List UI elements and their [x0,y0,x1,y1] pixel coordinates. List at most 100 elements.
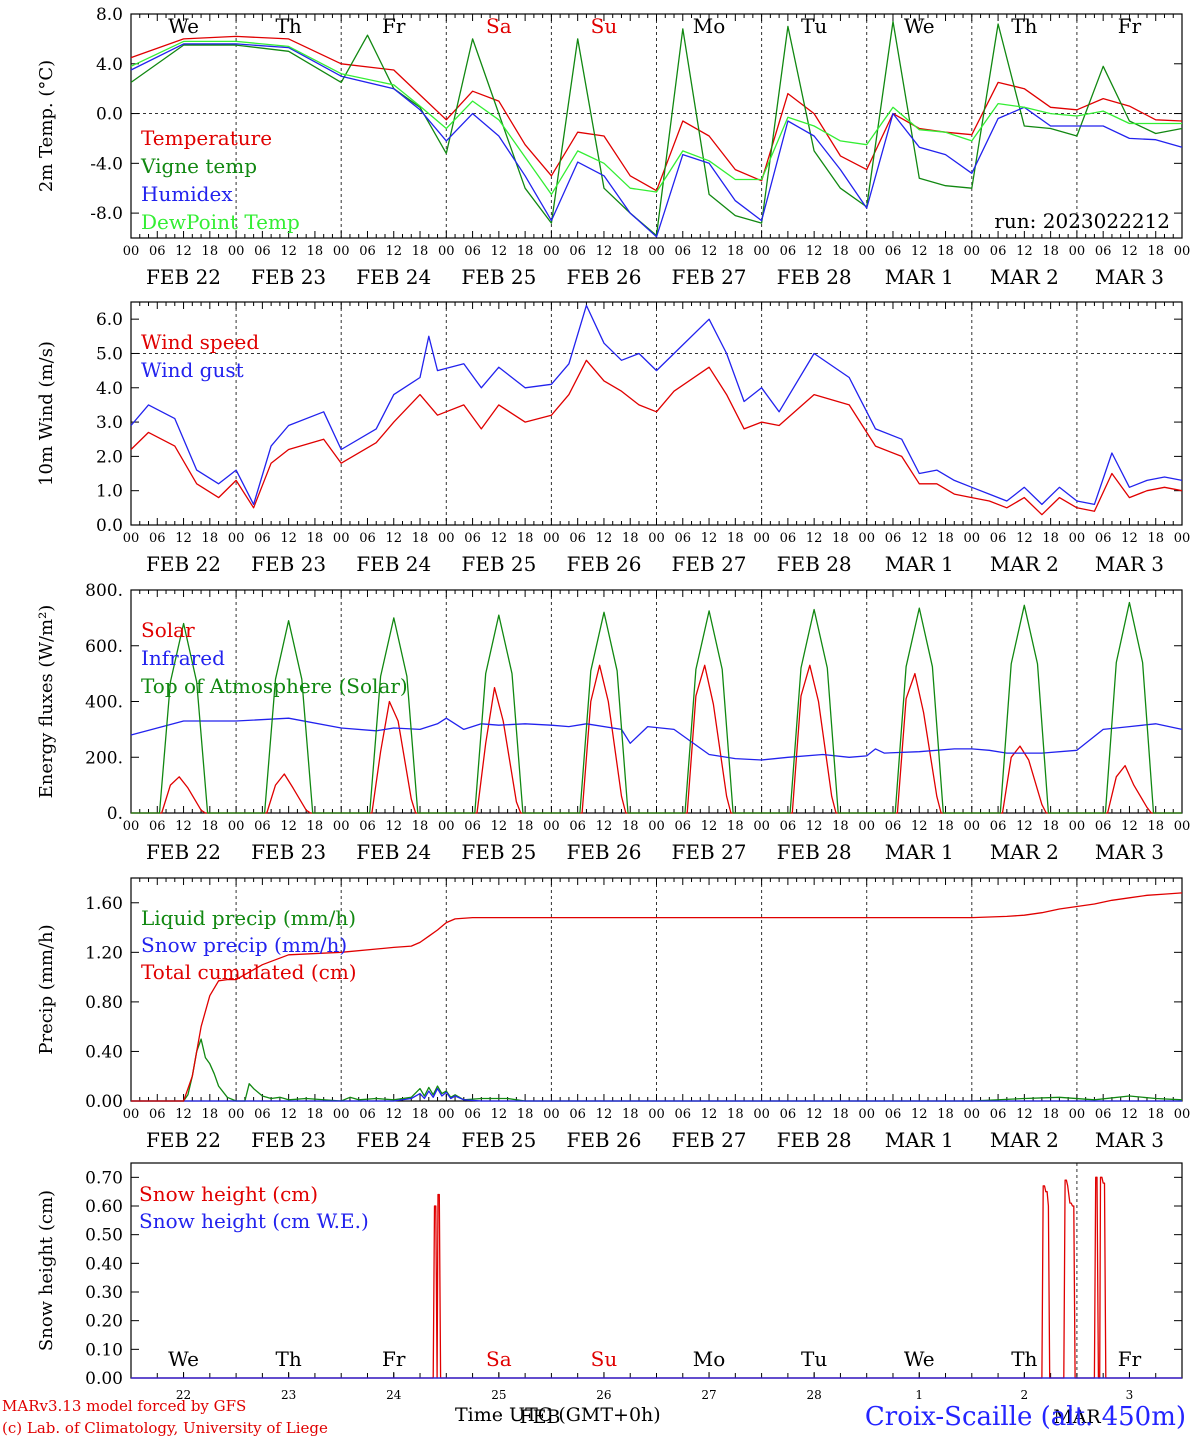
day-number-label: 2 [1021,1388,1029,1402]
y-tick-label: -4.0 [90,154,123,174]
date-label: MAR 1 [885,840,954,864]
lab-credit: (c) Lab. of Climatology, University of L… [2,1419,328,1437]
y-tick-label: 4.0 [96,379,123,399]
date-label: MAR 3 [1095,552,1164,576]
hour-label: 00 [438,819,455,834]
date-label: FEB 22 [146,1128,221,1152]
hour-label: 00 [228,531,245,546]
hour-label: 18 [622,819,639,834]
y-axis-label: 2m Temp. (°C) [36,60,57,192]
y-tick-label: 1.0 [96,482,123,502]
hour-label: 18 [1147,244,1164,259]
chart-panel-1: 8.0 4.0 0.0 -4.0 -8.0 2m Temp. (°C) Temperatur… [36,5,1190,289]
hour-label: 12 [1121,1107,1138,1122]
day-of-week-label: Tu [801,14,827,38]
hour-label: 12 [175,1107,192,1122]
date-label: FEB 24 [356,1128,431,1152]
hour-label: 00 [333,244,350,259]
day-of-week-label: Sa [486,14,512,38]
date-label: FEB 23 [251,552,326,576]
day-of-week-label: Mo [693,1347,726,1371]
y-tick-label: 0.10 [85,1340,123,1360]
hour-label: 00 [228,244,245,259]
hour-label: 12 [491,531,508,546]
date-label: FEB 24 [356,840,431,864]
day-of-week-label: Th [1011,14,1037,38]
hour-label: 18 [412,819,429,834]
legend-entry: Vigne temp [140,154,257,178]
hour-label: 12 [385,244,402,259]
hour-label: 00 [123,1107,140,1122]
y-tick-label: 0.40 [85,1254,123,1274]
chart-panel-5: 0.70 0.60 0.50 0.40 0.30 0.20 0.10 0.00 Snow hei… [36,1162,1183,1428]
y-tick-label: 5.0 [96,344,123,364]
y-tick-label: 0.0 [96,516,123,536]
legend-entry: Wind speed [141,330,259,354]
hour-label: 06 [569,1107,586,1122]
date-label: MAR 3 [1095,265,1164,289]
hour-label: 18 [1147,1107,1164,1122]
legend-entry: DewPoint Temp [141,210,300,234]
hour-label: 00 [438,531,455,546]
hour-label: 06 [464,819,481,834]
hour-label: 18 [307,244,324,259]
y-tick-label: 400. [85,693,123,713]
date-label: FEB 27 [672,265,747,289]
hour-label: 18 [1147,819,1164,834]
y-tick-label: 0.50 [85,1226,123,1246]
hour-label: 06 [149,244,166,259]
date-label: MAR 3 [1095,840,1164,864]
hour-label: 06 [569,531,586,546]
day-number-label: 26 [596,1388,611,1402]
hour-label: 00 [858,1107,875,1122]
chart-panel-2: 6.0 5.0 4.0 3.0 2.0 1.0 0.0 10m Wind (m/s) Wind … [36,301,1190,576]
date-label: FEB 26 [566,265,641,289]
y-axis-label: 10m Wind (m/s) [36,341,57,486]
hour-label: 18 [202,244,219,259]
hour-label: 12 [596,819,613,834]
legend-entry: Liquid precip (mm/h) [141,906,356,930]
month-label: FEB [519,1406,560,1428]
hour-label: 12 [1016,1107,1033,1122]
hour-label: 00 [858,531,875,546]
y-tick-label: 0.70 [85,1168,123,1188]
y-tick-label: 1.60 [85,894,123,914]
hour-label: 12 [806,244,823,259]
y-tick-label: 0.00 [85,1092,123,1112]
date-label: FEB 26 [566,1128,641,1152]
hour-label: 12 [280,531,297,546]
hour-label: 18 [307,819,324,834]
date-label: FEB 28 [777,552,852,576]
hour-label: 18 [1042,244,1059,259]
date-label: FEB 25 [461,1128,536,1152]
series-line [131,1087,1182,1102]
hour-label: 18 [832,1107,849,1122]
y-tick-label: 600. [85,637,123,657]
hour-label: 18 [517,244,534,259]
y-tick-label: 6.0 [96,310,123,330]
chart-panel-3: 800. 600. 400. 200. 0. Energy fluxes (W/m²) So… [36,581,1190,864]
hour-label: 18 [202,531,219,546]
hour-label: 00 [1069,244,1086,259]
hour-label: 06 [1095,244,1112,259]
hour-label: 12 [491,819,508,834]
y-tick-label: 0. [107,804,123,824]
hour-label: 06 [885,819,902,834]
hour-label: 18 [937,1107,954,1122]
hour-label: 00 [964,244,981,259]
y-tick-label: 200. [85,748,123,768]
date-label: MAR 1 [885,552,954,576]
hour-label: 00 [648,819,665,834]
day-of-week-label: Mo [693,14,726,38]
hour-label: 00 [228,819,245,834]
hour-label: 06 [464,244,481,259]
series-line [131,892,1183,1102]
hour-label: 12 [385,531,402,546]
hour-label: 00 [1174,244,1191,259]
y-tick-label: 0.30 [85,1283,123,1303]
y-tick-label: 4.0 [96,55,123,75]
hour-label: 00 [438,244,455,259]
hour-label: 12 [911,1107,928,1122]
hour-label: 06 [1095,531,1112,546]
hour-label: 18 [622,531,639,546]
